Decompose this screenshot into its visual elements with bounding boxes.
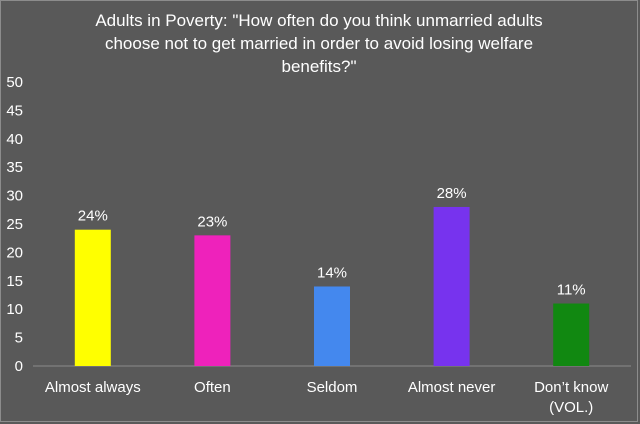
chart-title-line-1: Adults in Poverty: "How often do you thi… bbox=[95, 11, 543, 30]
data-label: 14% bbox=[317, 264, 347, 281]
x-category-label: (VOL.) bbox=[549, 399, 593, 416]
bar bbox=[314, 286, 350, 366]
bar bbox=[433, 206, 470, 366]
chart-title-line-2: choose not to get married in order to av… bbox=[104, 34, 534, 53]
y-tick-label: 35 bbox=[6, 159, 23, 176]
y-tick-label: 50 bbox=[6, 74, 23, 91]
data-label: 28% bbox=[437, 185, 467, 202]
data-label: 23% bbox=[197, 213, 227, 230]
bar bbox=[553, 303, 590, 366]
y-tick-label: 20 bbox=[6, 244, 23, 261]
x-category-label: Often bbox=[194, 379, 231, 396]
bar bbox=[74, 229, 111, 366]
x-category-label: Seldom bbox=[307, 379, 358, 396]
bar bbox=[194, 235, 231, 366]
y-tick-label: 40 bbox=[6, 131, 23, 148]
y-tick-label: 45 bbox=[6, 102, 23, 119]
y-tick-label: 30 bbox=[6, 188, 23, 205]
y-tick-label: 15 bbox=[6, 273, 23, 290]
y-tick-label: 5 bbox=[15, 330, 23, 347]
x-category-label: Almost never bbox=[408, 379, 496, 396]
chart-title-line-3: benefits?" bbox=[281, 57, 357, 76]
data-label: 11% bbox=[557, 282, 586, 299]
y-tick-label: 10 bbox=[6, 301, 23, 318]
x-category-label: Almost always bbox=[45, 379, 141, 396]
y-tick-label: 0 bbox=[15, 358, 23, 375]
y-tick-label: 25 bbox=[6, 216, 23, 233]
data-label: 24% bbox=[78, 208, 108, 225]
x-category-label: Don’t know bbox=[534, 379, 608, 396]
